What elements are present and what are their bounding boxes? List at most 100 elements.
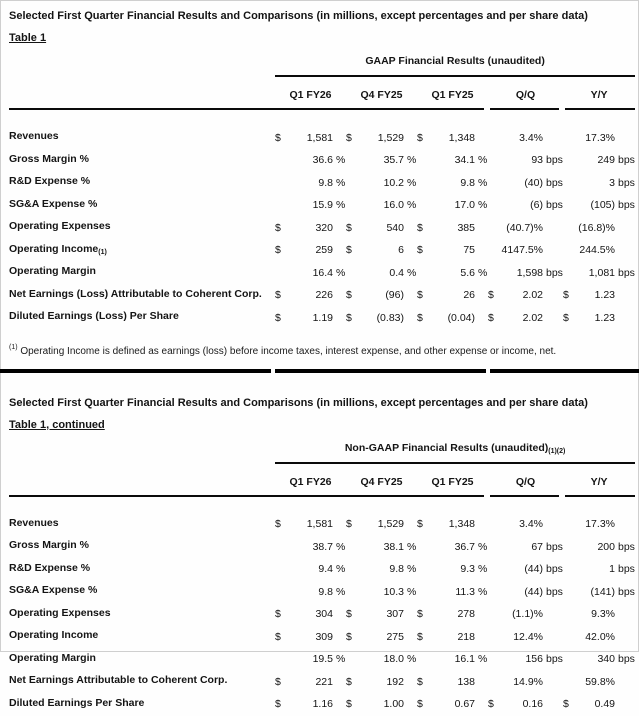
cell-unit: bps <box>615 195 635 218</box>
cell-unit <box>475 694 488 716</box>
cell-dollar-sign <box>563 262 572 285</box>
row-label-text: SG&A Expense % <box>9 198 97 210</box>
cell-unit <box>404 626 417 649</box>
cell-value: 9.8 <box>288 581 333 604</box>
cell-unit: % <box>404 262 417 285</box>
cell-dollar-sign <box>563 536 572 559</box>
table-label: Table 1 <box>9 32 46 44</box>
cell-unit <box>475 217 488 240</box>
row-label-text: SG&A Expense % <box>9 584 97 596</box>
row-label: Revenues <box>9 497 275 537</box>
cell-value: 2.02 <box>500 285 543 308</box>
cell-unit: % <box>475 172 488 195</box>
cell-value: 200 <box>572 536 615 559</box>
cell-value: (6) <box>500 195 543 218</box>
cell-dollar-sign: $ <box>417 604 430 627</box>
cell-unit <box>615 626 635 649</box>
cell-dollar-sign <box>417 195 430 218</box>
cell-dollar-sign <box>563 217 572 240</box>
row-label-text: Operating Margin <box>9 652 96 664</box>
cell-unit: % <box>404 581 417 604</box>
cell-value: 1,581 <box>288 110 333 150</box>
cell-value: 3 <box>572 172 615 195</box>
cell-value: 9.4 <box>288 559 333 582</box>
cell-unit <box>615 671 635 694</box>
row-label: Operating Expenses <box>9 604 275 627</box>
cell-value: 226 <box>288 285 333 308</box>
cell-value: 1,348 <box>430 110 475 150</box>
row-label: Operating Income(1) <box>9 240 275 263</box>
cell-value: 17.3% <box>572 110 615 150</box>
cell-unit: bps <box>543 559 563 582</box>
cell-dollar-sign <box>417 581 430 604</box>
cell-value: 15.9 <box>288 195 333 218</box>
table-row: Operating Expenses$320$540$385(40.7)%(16… <box>9 217 635 240</box>
row-label-text: Operating Expenses <box>9 607 111 619</box>
cell-unit <box>615 497 635 537</box>
cell-unit <box>333 694 346 716</box>
cell-dollar-sign: $ <box>563 307 572 330</box>
column-header-qq: Q/Q <box>488 77 563 105</box>
cell-value: 10.2 <box>359 172 404 195</box>
cell-value: 9.3 <box>430 559 475 582</box>
cell-value: 17.0 <box>430 195 475 218</box>
cell-dollar-sign <box>346 172 359 195</box>
table-row: SG&A Expense %9.8%10.3%11.3%(44)bps(141)… <box>9 581 635 604</box>
cell-value: 1.00 <box>359 694 404 716</box>
cell-dollar-sign: $ <box>275 694 288 716</box>
row-label: Net Earnings Attributable to Coherent Co… <box>9 671 275 694</box>
cell-dollar-sign <box>417 536 430 559</box>
cell-value: 38.1 <box>359 536 404 559</box>
cell-value: 93 <box>500 150 543 173</box>
column-header-q4fy25: Q4 FY25 <box>346 77 417 105</box>
column-header-q1fy26: Q1 FY26 <box>275 77 346 105</box>
cell-unit <box>404 217 417 240</box>
cell-dollar-sign <box>275 172 288 195</box>
cell-dollar-sign: $ <box>275 626 288 649</box>
cell-dollar-sign <box>346 536 359 559</box>
column-header-q4fy25: Q4 FY25 <box>346 464 417 492</box>
row-label: Operating Expenses <box>9 217 275 240</box>
cell-value: 9.8 <box>430 172 475 195</box>
cell-unit: bps <box>615 172 635 195</box>
cell-dollar-sign <box>488 217 500 240</box>
cell-unit <box>543 694 563 716</box>
cell-unit: % <box>333 172 346 195</box>
cell-unit: % <box>333 262 346 285</box>
cell-value: 34.1 <box>430 150 475 173</box>
cell-unit: bps <box>615 581 635 604</box>
cell-dollar-sign: $ <box>275 285 288 308</box>
cell-unit <box>615 307 635 330</box>
cell-unit: % <box>475 536 488 559</box>
group-header-row: Non-GAAP Financial Results (unaudited)(1… <box>9 439 635 464</box>
row-label: Diluted Earnings Per Share <box>9 694 275 716</box>
cell-unit: % <box>404 150 417 173</box>
cell-value: 3.4% <box>500 497 543 537</box>
cell-dollar-sign <box>417 262 430 285</box>
row-label-text: Diluted Earnings Per Share <box>9 697 144 709</box>
cell-dollar-sign <box>417 172 430 195</box>
section-divider <box>0 369 639 373</box>
cell-value: 244.5% <box>572 240 615 263</box>
cell-dollar-sign: $ <box>275 604 288 627</box>
cell-dollar-sign <box>563 497 572 537</box>
cell-dollar-sign <box>488 195 500 218</box>
row-label-note: (1) <box>98 249 107 256</box>
cell-value: (40.7)% <box>500 217 543 240</box>
cell-dollar-sign <box>275 581 288 604</box>
cell-unit <box>333 307 346 330</box>
column-header-q1fy26: Q1 FY26 <box>275 464 346 492</box>
cell-value: 249 <box>572 150 615 173</box>
row-label-text: Gross Margin % <box>9 539 89 551</box>
table-row: Net Earnings (Loss) Attributable to Cohe… <box>9 285 635 308</box>
cell-value: (44) <box>500 559 543 582</box>
cell-dollar-sign: $ <box>346 497 359 537</box>
footnote-text: Operating Income is defined as earnings … <box>18 346 557 357</box>
cell-dollar-sign <box>275 536 288 559</box>
cell-dollar-sign <box>488 671 500 694</box>
cell-dollar-sign <box>488 497 500 537</box>
